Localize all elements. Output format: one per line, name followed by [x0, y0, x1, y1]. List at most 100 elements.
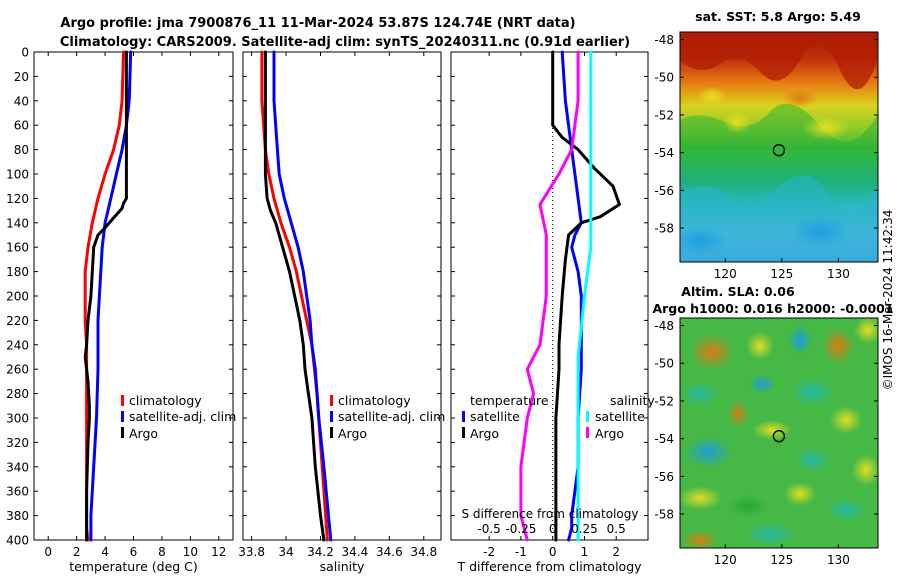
x-tick-label: 0 [44, 545, 52, 559]
sla-anomaly [728, 400, 748, 428]
sst-warm-eddy [696, 86, 728, 106]
legend-header-temperature: temperature [470, 393, 549, 408]
series-line-salinity-satellite [576, 50, 593, 542]
series-line-argo [263, 50, 326, 542]
y-tick-label: 100 [6, 168, 29, 182]
y-tick-label: 220 [6, 314, 29, 328]
legend-swatch-climatology [330, 395, 333, 406]
map-lon-tick-label: 125 [770, 267, 793, 281]
temperature-panel: 0 2 4 6 8 10 12 temperature (deg C) 0 20 40 60 80 100… [6, 46, 234, 574]
legend-label-argo: Argo [338, 426, 367, 441]
sla-anomaly [752, 420, 792, 440]
x-tick-label: 2 [612, 545, 620, 559]
legend-label-sal-satellite: satellite [595, 409, 645, 424]
x-tick-label: 34.6 [376, 545, 403, 559]
secondary-axis-ticks: -0.5 -0.25 0 0.25 0.5 [477, 522, 625, 536]
sla-anomaly [728, 494, 768, 518]
sla-anomaly [822, 328, 854, 364]
map-lat-tick-label: -50 [654, 71, 674, 85]
imos-credit: ©IMOS 16-Mar-2024 11:42:34 [881, 210, 895, 391]
sst-cold-eddy [790, 216, 850, 248]
map-lon-tick-label: 120 [714, 553, 737, 567]
sla-anomaly [790, 378, 834, 406]
map-lat-tick-label: -56 [654, 470, 674, 484]
figure-title-line1: Argo profile: jma 7900876_11 11-Mar-2024… [60, 16, 575, 31]
map-lat-tick-label: -48 [654, 33, 674, 47]
x-tick-label: -2 [483, 545, 495, 559]
map-lat-tick-label: -48 [654, 319, 674, 333]
x-tick-label: 8 [158, 545, 166, 559]
x-tick-label: 6 [130, 545, 138, 559]
legend-header-salinity: salinity [610, 393, 655, 408]
legend-swatch-sal-satellite [586, 411, 589, 422]
y-tick-label: 200 [6, 290, 29, 304]
argo-location-marker [772, 143, 786, 157]
x-tick-label: 10 [183, 545, 198, 559]
map-lat-tick-label: -52 [654, 108, 674, 122]
legend-label-sal-argo: Argo [595, 426, 624, 441]
legend-label-satellite: satellite-adj. clim [338, 409, 445, 424]
legend-swatch-climatology [121, 395, 124, 406]
sst-warm-eddy [723, 110, 751, 134]
sla-anomaly [680, 486, 722, 510]
secondary-tick-label: 0.25 [571, 522, 598, 536]
sst-map-frame [679, 31, 879, 263]
series-line-temperature-argo [551, 50, 621, 542]
sst-front-red [680, 32, 878, 90]
sla-map-title-line1: Altim. SLA: 0.06 [681, 284, 795, 299]
sla-anomaly [794, 448, 830, 472]
secondary-tick-label: -0.25 [505, 522, 536, 536]
sla-map-title-line2: Argo h1000: 0.016 h2000: -0.0001 [652, 301, 893, 316]
map-lon-tick-label: 125 [770, 553, 793, 567]
sla-anomaly [854, 318, 878, 344]
map-lat-tick-label: -56 [654, 184, 674, 198]
plot-frame [450, 51, 649, 541]
map-lat-tick-label: -52 [654, 394, 674, 408]
y-tick-label: 360 [6, 485, 29, 499]
map-lat-tick-label: -58 [654, 222, 674, 236]
sla-anomaly [788, 324, 812, 356]
legend-label-climatology: climatology [129, 393, 202, 408]
figure-title-line2: Climatology: CARS2009. Satellite-adj cli… [60, 35, 630, 50]
legend-label-temp-argo: Argo [470, 426, 499, 441]
secondary-axis-label: S difference from climatology [462, 507, 639, 521]
x-tick-label: 4 [101, 545, 109, 559]
legend-swatch-temp-satellite [462, 411, 465, 422]
series-line-argo [83, 50, 128, 542]
legend-swatch-satellite [121, 411, 124, 422]
map-lat-tick-label: -50 [654, 357, 674, 371]
sla-anomaly [784, 482, 816, 506]
x-tick-label: 12 [211, 545, 226, 559]
y-tick-label: 160 [6, 241, 29, 255]
x-tick-label: 2 [73, 545, 81, 559]
y-tick-label: 180 [6, 265, 29, 279]
series-line-satellite-adj-clim [272, 50, 333, 542]
y-tick-label: 340 [6, 460, 29, 474]
plot-frame [33, 51, 234, 541]
x-tick-label: 0 [549, 545, 557, 559]
map-lon-tick-label: 130 [827, 553, 850, 567]
legend-swatch-argo [330, 427, 333, 438]
sla-anomaly [746, 332, 774, 360]
y-tick-label: 260 [6, 363, 29, 377]
sla-anomaly [748, 374, 776, 394]
y-tick-label: 140 [6, 216, 29, 230]
sst-warm-eddy [782, 88, 818, 108]
sla-anomaly [744, 522, 796, 546]
y-tick-label: 0 [21, 46, 29, 60]
x-tick-label: 34.2 [307, 545, 334, 559]
sla-anomaly [690, 334, 734, 370]
legend-label-argo: Argo [129, 426, 158, 441]
x-tick-label: 33.8 [238, 545, 265, 559]
map-lat-tick-label: -58 [654, 508, 674, 522]
argo-location-marker [772, 430, 786, 443]
x-tick-label: 34.8 [410, 545, 437, 559]
y-tick-label: 60 [14, 119, 29, 133]
secondary-tick-label: 0 [549, 522, 557, 536]
sla-map-frame [679, 317, 879, 549]
y-tick-label: 120 [6, 192, 29, 206]
plot-frame [242, 51, 442, 541]
map-lat-tick-label: -54 [654, 432, 674, 446]
sla-anomaly [684, 436, 732, 468]
map-lat-tick-label: -54 [654, 146, 674, 160]
